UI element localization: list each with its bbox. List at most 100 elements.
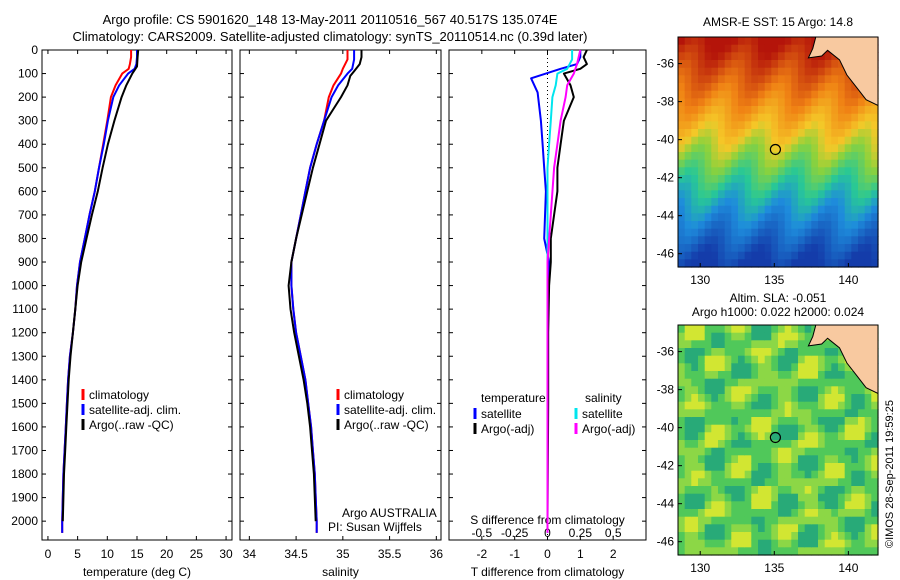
heatmap-cell (784, 524, 792, 533)
heatmap-cell (704, 486, 712, 495)
sla-map-title-line2: Argo h1000: 0.022 h2000: 0.024 (692, 305, 864, 319)
heatmap-cell (718, 539, 726, 548)
heatmap-cell (724, 190, 732, 199)
heatmap-cell (731, 175, 739, 184)
heatmap-cell (778, 37, 786, 46)
heatmap-cell (718, 213, 726, 222)
heatmap-cell (764, 447, 772, 456)
heatmap-cell (744, 470, 752, 479)
heatmap-cell (811, 371, 819, 380)
heatmap-cell (771, 355, 779, 364)
heatmap-cell (804, 213, 812, 222)
heatmap-cell (711, 516, 719, 525)
heatmap-cell (758, 493, 766, 502)
heatmap-cell (704, 371, 712, 380)
heatmap-cell (718, 516, 726, 525)
heatmap-cell (824, 378, 832, 387)
heatmap-cell (764, 463, 772, 472)
heatmap-cell (778, 175, 786, 184)
heatmap-cell (744, 509, 752, 518)
legend-label: Argo(-adj) (582, 422, 635, 436)
heatmap-cell (838, 113, 846, 122)
heatmap-cell (804, 371, 812, 380)
heatmap-cell (818, 501, 826, 510)
heatmap-cell (858, 205, 866, 214)
depth-tick-label: 1900 (11, 491, 38, 505)
float-program-label: Argo AUSTRALIA (342, 506, 437, 520)
heatmap-cell (724, 486, 732, 495)
heatmap-cell (824, 198, 832, 207)
heatmap-cell (731, 167, 739, 176)
heatmap-cell (851, 236, 859, 245)
legend-title-salinity: salinity (585, 391, 622, 405)
heatmap-cell (678, 236, 686, 245)
heatmap-cell (698, 524, 706, 533)
heatmap-cell (678, 167, 686, 176)
heatmap-cell (858, 386, 866, 395)
heatmap-cell (851, 463, 859, 472)
heatmap-cell (784, 417, 792, 426)
heatmap-cell (711, 37, 719, 46)
heatmap-cell (831, 547, 839, 556)
heatmap-cell (838, 417, 846, 426)
heatmap-cell (804, 205, 812, 214)
heatmap-cell (851, 493, 859, 502)
heatmap-cell (751, 175, 759, 184)
heatmap-cell (744, 159, 752, 168)
heatmap-cell (798, 447, 806, 456)
heatmap-cell (851, 378, 859, 387)
heatmap-cell (818, 363, 826, 372)
heatmap-cell (751, 355, 759, 364)
heatmap-cell (691, 113, 699, 122)
heatmap-cell (771, 244, 779, 253)
heatmap-cell (691, 236, 699, 245)
heatmap-cell (864, 547, 872, 556)
heatmap-cell (691, 259, 699, 268)
heatmap-cell (811, 394, 819, 403)
heatmap-cell (771, 83, 779, 92)
heatmap-cell (751, 378, 759, 387)
heatmap-cell (851, 159, 859, 168)
heatmap-cell (758, 221, 766, 230)
heatmap-cell (678, 221, 686, 230)
heatmap-cell (678, 198, 686, 207)
heatmap-cell (784, 501, 792, 510)
heatmap-cell (704, 152, 712, 161)
heatmap-cell (718, 106, 726, 115)
heatmap-cell (698, 106, 706, 115)
heatmap-cell (724, 221, 732, 230)
heatmap-cell (731, 394, 739, 403)
heatmap-cell (758, 371, 766, 380)
heatmap-cell (791, 447, 799, 456)
heatmap-cell (711, 325, 719, 334)
heatmap-cell (851, 251, 859, 260)
heatmap-cell (824, 463, 832, 472)
heatmap-cell (711, 539, 719, 548)
heatmap-cell (764, 37, 772, 46)
heatmap-cell (684, 371, 692, 380)
heatmap-cell (764, 90, 772, 99)
heatmap-cell (704, 524, 712, 533)
heatmap-cell (751, 401, 759, 410)
heatmap-cell (684, 98, 692, 107)
heatmap-cell (698, 547, 706, 556)
heatmap-cell (778, 440, 786, 449)
heatmap-cell (771, 516, 779, 525)
heatmap-cell (691, 244, 699, 253)
heatmap-cell (831, 447, 839, 456)
heatmap-cell (698, 532, 706, 541)
heatmap-cell (851, 401, 859, 410)
heatmap-cell (778, 198, 786, 207)
heatmap-cell (804, 455, 812, 464)
heatmap-cell (778, 432, 786, 441)
heatmap-cell (798, 67, 806, 76)
heatmap-cell (731, 470, 739, 479)
heatmap-cell (864, 463, 872, 472)
heatmap-cell (751, 440, 759, 449)
heatmap-cell (771, 190, 779, 199)
heatmap-cell (731, 152, 739, 161)
heatmap-cell (831, 144, 839, 153)
heatmap-cell (771, 424, 779, 433)
heatmap-cell (871, 205, 879, 214)
heatmap-cell (684, 44, 692, 53)
